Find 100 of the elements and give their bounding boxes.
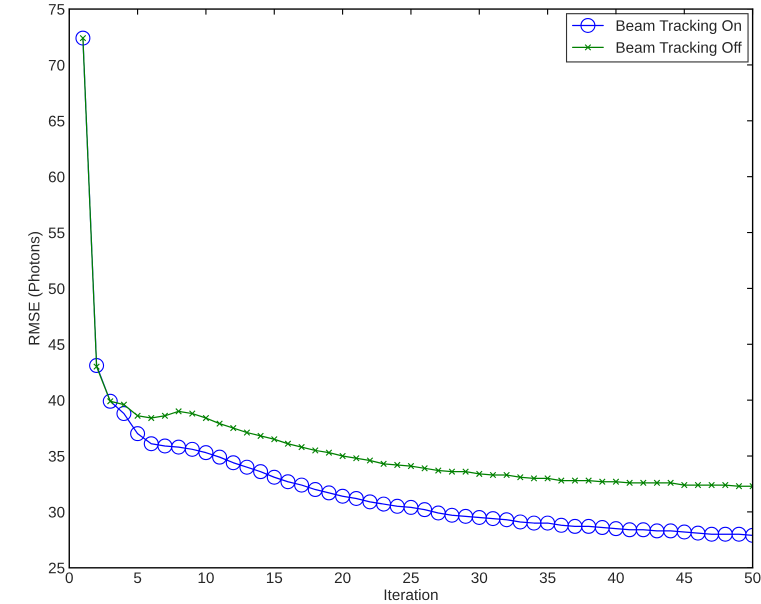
point <box>680 482 688 488</box>
point <box>403 500 418 515</box>
y-axis-title: RMSE (Photons) <box>28 232 43 344</box>
point <box>581 518 596 534</box>
point <box>253 464 268 480</box>
point <box>294 478 310 493</box>
point <box>512 514 528 530</box>
point <box>722 482 729 488</box>
point <box>558 477 565 484</box>
point <box>690 526 706 541</box>
point <box>362 494 378 510</box>
x-tick-label: 15 <box>266 572 282 584</box>
point <box>472 510 487 525</box>
point <box>89 358 104 374</box>
point <box>188 410 196 417</box>
point <box>736 482 742 490</box>
point <box>171 440 186 455</box>
point <box>526 516 542 531</box>
point <box>280 474 296 490</box>
point <box>284 440 292 448</box>
point <box>130 426 146 442</box>
point <box>216 420 223 427</box>
point <box>731 526 746 542</box>
point <box>667 480 674 486</box>
point <box>718 526 733 542</box>
y-tick-label: 40 <box>48 395 64 406</box>
point <box>244 429 250 436</box>
point <box>339 452 346 460</box>
point <box>230 424 237 432</box>
point <box>626 480 633 486</box>
point <box>102 394 118 409</box>
point <box>594 520 610 536</box>
y-tick-label: 35 <box>48 450 64 462</box>
point <box>348 490 364 506</box>
y-tick-label: 45 <box>48 339 64 350</box>
x-tick-label: 45 <box>676 572 692 584</box>
point <box>394 462 401 468</box>
point <box>184 442 200 457</box>
point <box>75 30 90 46</box>
point <box>444 508 460 523</box>
point <box>462 468 469 475</box>
point <box>694 482 702 488</box>
point <box>636 522 651 538</box>
point <box>335 488 350 504</box>
x-tick-label: 25 <box>403 572 419 584</box>
point <box>503 472 510 478</box>
point <box>490 472 496 478</box>
point <box>148 414 155 422</box>
point <box>458 508 474 524</box>
point <box>430 506 446 521</box>
point <box>312 447 319 454</box>
point <box>175 408 182 415</box>
point <box>321 485 336 500</box>
point <box>380 460 387 468</box>
point <box>516 474 524 481</box>
y-tick-label: 60 <box>48 172 64 182</box>
legend-label: Beam Tracking Off <box>616 42 742 56</box>
point <box>663 523 678 538</box>
point <box>134 412 141 420</box>
point <box>417 502 432 518</box>
x-tick-label: 10 <box>198 572 214 584</box>
point <box>326 449 332 456</box>
point <box>198 445 214 460</box>
point <box>352 454 360 462</box>
y-tick-label: 70 <box>48 60 64 71</box>
point <box>612 478 620 486</box>
y-tick-label: 75 <box>48 4 64 15</box>
y-tick-label: 50 <box>48 283 64 294</box>
point <box>144 436 159 452</box>
point <box>530 475 538 482</box>
point <box>308 482 323 498</box>
point <box>157 438 172 454</box>
x-tick-label: 30 <box>471 572 488 584</box>
y-tick-label: 30 <box>48 506 64 518</box>
point <box>434 467 442 474</box>
point <box>239 460 254 475</box>
point <box>421 464 428 472</box>
point <box>704 526 720 542</box>
point <box>162 412 168 420</box>
point <box>226 455 241 470</box>
point <box>499 512 514 528</box>
x-tick-label: 40 <box>608 572 624 584</box>
x-tick-label: 20 <box>334 572 350 584</box>
x-tick-label: 5 <box>134 572 142 584</box>
x-axis-title: Iteration <box>384 588 438 600</box>
point <box>554 518 569 533</box>
x-tick-label: 35 <box>540 572 556 584</box>
point <box>376 496 392 512</box>
y-tick-label: 65 <box>48 116 64 126</box>
point <box>448 468 456 475</box>
point <box>476 470 483 478</box>
point <box>116 406 132 422</box>
point <box>572 477 578 484</box>
point <box>608 521 624 536</box>
point <box>654 480 660 486</box>
point <box>408 462 414 470</box>
x-tick-label: 0 <box>66 572 73 584</box>
point <box>366 457 374 464</box>
point <box>708 482 715 488</box>
point <box>640 480 647 486</box>
